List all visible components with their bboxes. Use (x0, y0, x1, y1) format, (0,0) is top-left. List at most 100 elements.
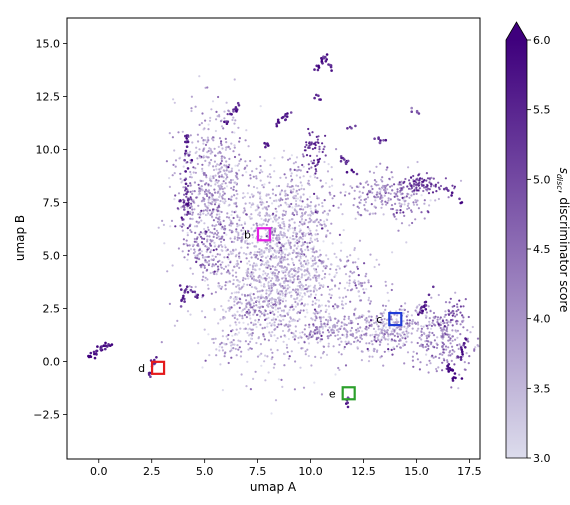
data-point (215, 213, 219, 216)
data-point (209, 175, 212, 178)
data-point (246, 192, 249, 195)
data-point (189, 267, 192, 270)
data-point (462, 305, 465, 308)
data-point (311, 250, 314, 253)
data-point (431, 354, 434, 357)
data-point (230, 356, 233, 359)
data-point (225, 216, 229, 219)
data-point (486, 332, 488, 334)
data-point (396, 314, 399, 317)
data-point (213, 307, 216, 311)
data-point (318, 311, 321, 314)
data-point (296, 319, 299, 323)
data-point (317, 203, 320, 206)
data-point (453, 350, 456, 353)
data-point (328, 191, 331, 194)
data-point (292, 263, 295, 266)
x-tick-label: 12.5 (351, 465, 376, 478)
data-point (373, 179, 376, 182)
data-point (346, 405, 350, 409)
data-point (324, 154, 327, 157)
data-point (346, 281, 349, 284)
data-point (246, 262, 249, 265)
data-point (308, 323, 311, 326)
data-point (350, 326, 353, 330)
data-point (218, 163, 221, 166)
data-point (268, 287, 271, 290)
data-point (196, 162, 199, 166)
data-point (235, 205, 238, 208)
data-point (307, 342, 311, 345)
data-point (353, 279, 356, 282)
data-point (251, 277, 254, 280)
data-point (219, 223, 222, 226)
data-point (461, 314, 464, 317)
data-point (313, 176, 317, 179)
data-point (221, 245, 224, 248)
data-point (217, 190, 220, 193)
y-tick-label: 10.0 (36, 143, 61, 156)
data-point (434, 183, 437, 186)
x-tick-label: 5.0 (196, 465, 214, 478)
data-point (288, 157, 291, 160)
data-point (261, 170, 264, 173)
data-point (309, 257, 313, 260)
data-point (235, 189, 238, 192)
data-point (291, 227, 294, 230)
data-point (216, 210, 219, 213)
data-point (415, 181, 418, 184)
data-point (446, 333, 449, 336)
data-point (459, 333, 462, 336)
data-point (309, 278, 312, 281)
data-point (273, 249, 276, 252)
data-point (247, 230, 250, 233)
data-point (257, 306, 260, 309)
data-point (287, 337, 290, 341)
data-point (306, 263, 309, 266)
data-point (313, 381, 316, 384)
data-point (295, 247, 298, 250)
data-point (263, 314, 266, 317)
data-point (281, 300, 284, 303)
data-point (216, 206, 219, 209)
data-point (365, 334, 368, 337)
data-point (249, 306, 252, 309)
data-point (417, 112, 421, 115)
data-point (310, 166, 313, 169)
data-point (308, 217, 311, 220)
data-point (341, 213, 344, 216)
data-point (193, 240, 196, 243)
data-point (451, 335, 454, 338)
colorbar-extend-triangle (506, 22, 527, 40)
data-point (322, 284, 325, 287)
data-point (320, 185, 324, 188)
data-point (240, 246, 243, 249)
data-point (274, 339, 278, 342)
data-point (238, 224, 241, 227)
data-point (207, 204, 210, 207)
data-point (380, 206, 383, 209)
data-point (260, 217, 263, 220)
data-point (241, 196, 245, 199)
data-point (265, 292, 268, 295)
data-point (229, 296, 232, 300)
data-point (271, 277, 274, 280)
data-point (289, 168, 292, 171)
data-point (345, 329, 348, 333)
data-point (443, 332, 447, 335)
data-point (248, 294, 251, 297)
data-point (224, 246, 227, 249)
data-point (224, 343, 227, 346)
data-point (232, 347, 235, 350)
data-point (235, 172, 239, 175)
data-point (288, 291, 291, 294)
data-point (288, 205, 291, 208)
data-point (95, 353, 98, 356)
data-point (306, 303, 309, 306)
data-point (216, 163, 219, 166)
data-point (262, 186, 265, 189)
data-point (291, 267, 295, 271)
data-point (220, 272, 223, 275)
data-point (362, 186, 365, 189)
data-point (236, 264, 239, 268)
